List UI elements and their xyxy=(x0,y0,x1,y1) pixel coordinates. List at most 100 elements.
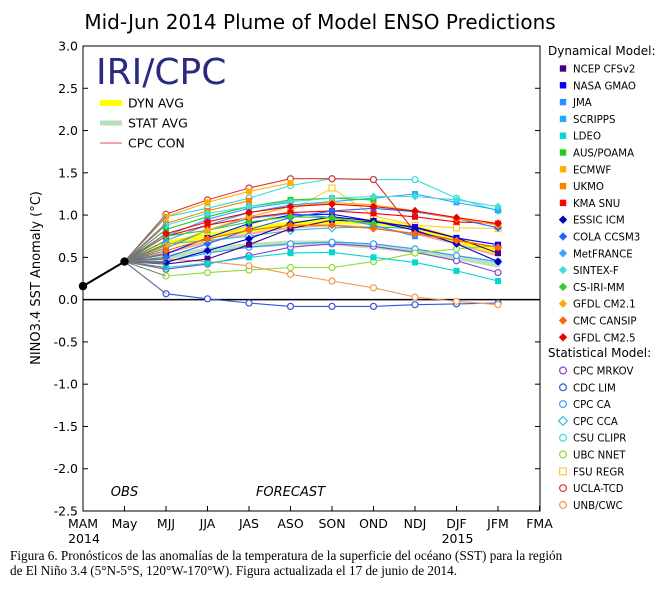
data-point xyxy=(452,224,461,232)
series-line xyxy=(124,241,499,263)
data-point xyxy=(245,262,253,270)
data-point xyxy=(452,252,461,260)
data-point xyxy=(411,192,419,201)
legend-label: JMA xyxy=(572,98,592,109)
y-tick-label: 1.5 xyxy=(58,165,78,180)
legend-label: LDEO xyxy=(573,132,601,143)
period-label: FORECAST xyxy=(256,485,326,500)
year-label: 2014 xyxy=(68,531,100,546)
observed-point xyxy=(120,257,129,266)
data-point xyxy=(369,240,378,248)
data-point xyxy=(328,302,336,310)
data-point xyxy=(412,213,418,220)
data-point xyxy=(494,301,502,309)
data-point xyxy=(286,202,295,211)
data-point xyxy=(203,209,212,218)
data-point xyxy=(370,210,377,217)
model-legend: Dynamical Model: NCEP CFSv2 NASA GMAO JMA SC… xyxy=(548,44,656,512)
legend-label: CMC CANSIP xyxy=(573,317,637,328)
series-line xyxy=(124,251,499,282)
data-point xyxy=(328,200,336,209)
x-tick-label: ASO xyxy=(277,516,303,531)
legend-label: AUS/POAMA xyxy=(573,149,634,160)
data-point xyxy=(328,184,336,192)
data-point xyxy=(245,217,253,226)
data-point xyxy=(287,209,294,216)
y-tick-label: -1.5 xyxy=(54,419,78,434)
data-point xyxy=(370,254,377,261)
legend-label: SINTEX-F xyxy=(573,266,619,277)
x-tick-label: JFM xyxy=(486,516,509,531)
average-legend: DYN AVG STAT AVG CPC CON xyxy=(100,96,188,151)
x-tick-label: SON xyxy=(318,516,345,531)
data-point xyxy=(558,400,567,409)
data-point xyxy=(558,232,568,241)
data-point xyxy=(328,175,336,183)
data-point xyxy=(452,297,461,305)
y-tick-label: -1.0 xyxy=(54,377,78,392)
legend-label: CDC LIM xyxy=(573,383,616,394)
series-line xyxy=(124,224,499,263)
fan-line xyxy=(124,253,167,262)
series-line xyxy=(124,258,499,306)
fan-line xyxy=(124,233,167,262)
data-point xyxy=(558,383,567,392)
observed-point xyxy=(78,281,88,291)
data-point xyxy=(369,219,378,228)
fan-line xyxy=(124,245,167,262)
data-point xyxy=(203,239,212,248)
data-point xyxy=(558,282,568,292)
data-point xyxy=(369,175,378,184)
data-point xyxy=(558,333,568,342)
data-point xyxy=(286,197,295,206)
data-point xyxy=(559,182,567,190)
period-label: OBS xyxy=(111,485,138,500)
data-point xyxy=(328,263,336,272)
data-point xyxy=(557,415,569,427)
data-point xyxy=(204,199,211,206)
data-point xyxy=(286,240,295,248)
legend-label: UKMO xyxy=(573,182,604,193)
observed-line xyxy=(82,260,126,287)
data-point xyxy=(286,221,295,230)
legend-label: COLA CCSM3 xyxy=(573,233,640,244)
year-label: 2015 xyxy=(442,531,474,546)
data-point xyxy=(558,316,568,325)
data-point xyxy=(286,270,295,278)
data-point xyxy=(245,226,253,235)
data-point xyxy=(246,188,252,195)
series-line xyxy=(124,203,499,263)
data-point xyxy=(558,450,567,459)
iri-cpc-logo: IRI/CPC xyxy=(96,52,226,93)
data-point xyxy=(494,268,502,277)
series-line xyxy=(124,195,499,263)
data-point xyxy=(412,259,418,266)
fan-line xyxy=(124,261,167,295)
data-point xyxy=(286,263,295,272)
series-ldeo xyxy=(124,249,501,285)
legend-label: KMA SNU xyxy=(573,199,620,210)
data-point xyxy=(558,299,568,308)
data-point xyxy=(558,215,568,224)
avg-legend-label: STAT AVG xyxy=(128,116,188,131)
data-point xyxy=(246,241,252,248)
data-point xyxy=(558,500,567,509)
legend-label: UBC NNET xyxy=(573,451,626,462)
data-point xyxy=(369,224,378,233)
x-tick-label: JJA xyxy=(199,516,216,531)
data-point xyxy=(452,195,461,204)
series-line xyxy=(124,210,499,263)
data-point xyxy=(558,467,567,476)
fan-line xyxy=(124,250,167,262)
legend-label: CPC CCA xyxy=(573,417,618,428)
data-point xyxy=(369,284,378,292)
data-point xyxy=(287,250,294,257)
data-point xyxy=(559,199,567,207)
y-tick-label: -2.5 xyxy=(54,504,78,519)
legend-label: GFDL CM2.5 xyxy=(573,333,636,344)
data-point xyxy=(369,192,378,201)
series-line xyxy=(124,244,499,277)
fan-line xyxy=(124,229,167,262)
fan-line xyxy=(124,261,167,268)
